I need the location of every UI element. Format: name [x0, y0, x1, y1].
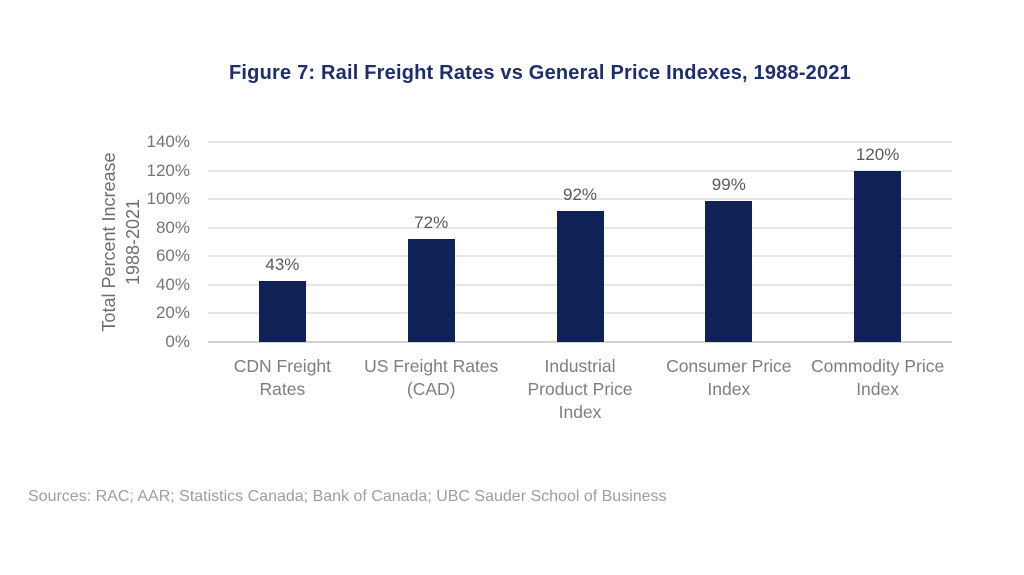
x-category-label: US Freight Rates (CAD): [364, 356, 499, 399]
bar-chart: Total Percent Increase 1988-2021 0% 20% 40…: [99, 132, 952, 422]
y-tick-label: 140%: [146, 132, 190, 151]
y-tick-label: 100%: [146, 189, 190, 209]
chart-title: Figure 7: Rail Freight Rates vs General …: [229, 62, 851, 84]
bar: [407, 239, 455, 342]
x-category-label: Commodity Price Index: [810, 356, 945, 399]
bar: [705, 200, 753, 342]
bar-value-label: 92%: [562, 184, 598, 204]
y-tick-label: 40%: [155, 274, 190, 294]
x-axis-line: [208, 341, 952, 343]
x-category-label: Consumer Price Index: [666, 356, 792, 399]
bar: [258, 280, 306, 342]
bar: [854, 170, 902, 342]
y-tick-label: 20%: [155, 303, 190, 323]
bar: [556, 210, 604, 342]
y-tick-label: 0%: [165, 332, 190, 351]
bar-value-label: 99%: [711, 174, 746, 194]
bar-value-label: 72%: [414, 213, 449, 233]
plot-area: 0% 20% 40% 60% 80% 100% 120% 140% 43% CDN Freight…: [147, 132, 952, 422]
x-category-label: CDN Freight Rates: [233, 356, 332, 399]
gridline: [208, 198, 952, 201]
y-tick-label: 120%: [146, 160, 190, 180]
x-category-label: Industrial Product Price Index: [527, 356, 633, 422]
y-tick-label: 60%: [155, 246, 190, 266]
gridline: [208, 169, 952, 172]
y-tick-label: 80%: [155, 217, 190, 237]
source-note: Sources: RAC; AAR; Statistics Canada; Ba…: [28, 488, 667, 505]
y-axis-title-line1: Total Percent Increase: [99, 152, 119, 332]
gridline: [208, 141, 952, 143]
bar-value-label: 120%: [855, 144, 900, 164]
bar-value-label: 43%: [265, 254, 300, 274]
